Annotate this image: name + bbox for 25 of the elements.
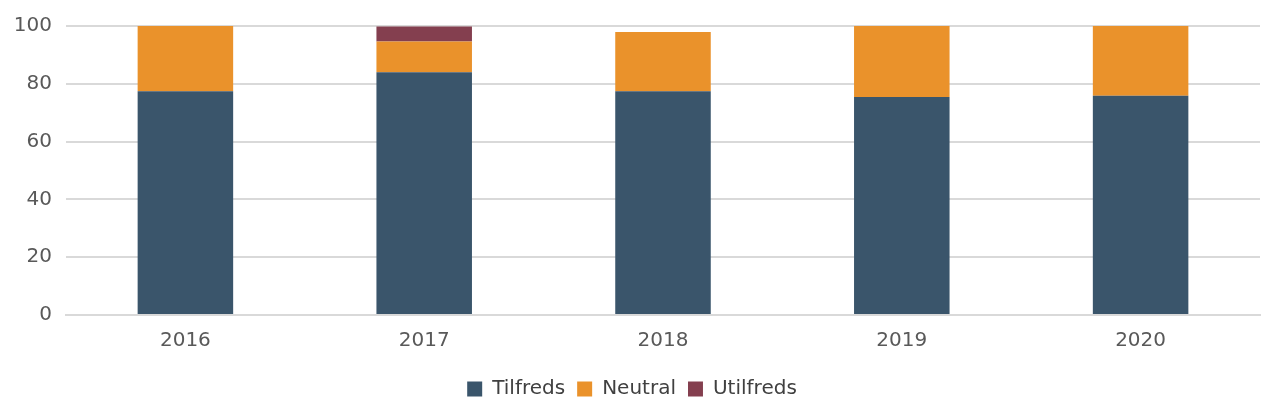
y-tick-label: 100 [13, 12, 52, 37]
bar [1092, 95, 1189, 314]
x-tick-label: 2017 [398, 327, 450, 352]
bar [137, 26, 234, 92]
y-tick-label: 0 [39, 301, 52, 326]
bar [854, 26, 950, 98]
bar [615, 91, 711, 314]
y-tick-label: 60 [26, 127, 52, 152]
x-tick-label: 2016 [159, 327, 211, 352]
bar [376, 41, 472, 73]
bar [376, 26, 472, 42]
y-tick-label: 20 [26, 243, 52, 268]
legend-label: Neutral [602, 375, 676, 400]
y-tick-label: 40 [26, 185, 52, 210]
bar [615, 32, 711, 92]
bar [376, 72, 472, 314]
bar [137, 91, 234, 314]
y-tick-label: 80 [26, 70, 52, 94]
legend-label: Utilfreds [712, 375, 797, 400]
legend-label: Tilfreds [491, 375, 566, 400]
x-tick-label: 2019 [876, 327, 928, 352]
bar [854, 97, 950, 314]
bar [1092, 26, 1189, 96]
x-tick-label: 2020 [1115, 327, 1167, 352]
x-tick-label: 2018 [637, 327, 689, 352]
